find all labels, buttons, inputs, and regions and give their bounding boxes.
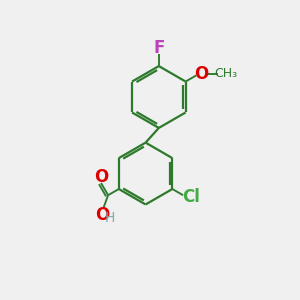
Text: O: O bbox=[94, 168, 108, 186]
Text: Cl: Cl bbox=[182, 188, 200, 206]
Text: H: H bbox=[105, 212, 115, 226]
Text: CH₃: CH₃ bbox=[214, 67, 237, 80]
Text: F: F bbox=[153, 39, 164, 57]
Text: O: O bbox=[194, 64, 209, 82]
Text: O: O bbox=[95, 206, 109, 224]
